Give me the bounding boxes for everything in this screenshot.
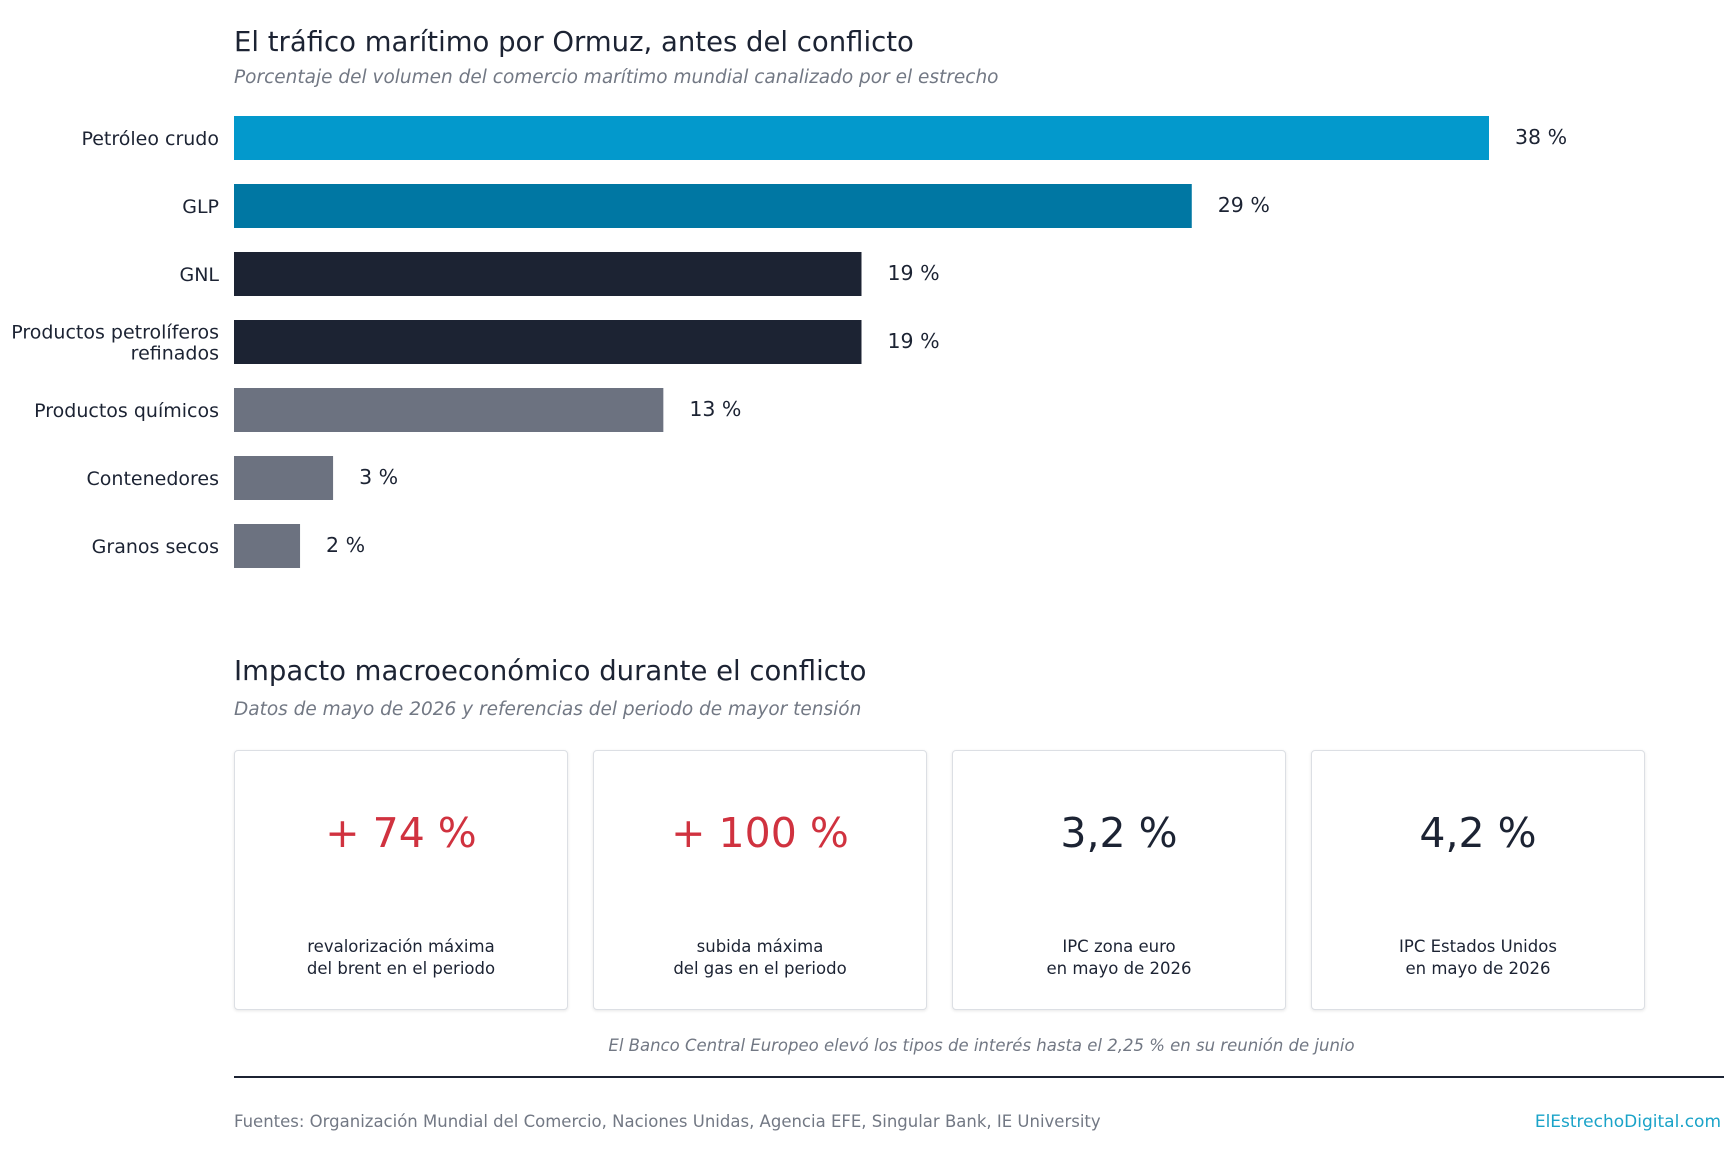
stat-card-ipc-usa: 4,2 % IPC Estados Unidos en mayo de 2026 xyxy=(1311,750,1645,1010)
category-label: GLP xyxy=(182,196,219,218)
bar-2 xyxy=(234,252,862,296)
category-label: Productos químicos xyxy=(34,400,219,422)
brand-link[interactable]: ElEstrechoDigital.com xyxy=(1534,1112,1721,1132)
stat-description-brent: revalorización máxima del brent en el pe… xyxy=(235,936,567,980)
stat-description-line: IPC zona euro xyxy=(1062,937,1176,956)
stat-value-ipc-usa: 4,2 % xyxy=(1419,809,1537,857)
stat-card-gas: + 100 % subida máxima del gas en el peri… xyxy=(593,750,927,1010)
stat-card-ipc-euro: 3,2 % IPC zona euro en mayo de 2026 xyxy=(952,750,1286,1010)
value-label: 13 % xyxy=(689,397,741,421)
macro-section-title: Impacto macroeconómico durante el confli… xyxy=(234,655,867,687)
bar-3 xyxy=(234,320,862,364)
bar-0 xyxy=(234,116,1489,160)
stat-value-ipc-euro: 3,2 % xyxy=(1060,809,1178,857)
chart-subtitle: Porcentaje del volumen del comercio marí… xyxy=(234,67,999,88)
value-label: 19 % xyxy=(888,329,940,353)
bar-1 xyxy=(234,184,1192,228)
value-label: 29 % xyxy=(1218,193,1270,217)
macro-section-subtitle: Datos de mayo de 2026 y referencias del … xyxy=(234,699,862,720)
footer-divider xyxy=(234,1076,1724,1078)
category-label: GNL xyxy=(179,264,219,286)
category-label: Petróleo crudo xyxy=(81,128,219,150)
value-label: 19 % xyxy=(888,261,940,285)
stat-description-line: subida máxima xyxy=(696,937,824,956)
stat-description-line: en mayo de 2026 xyxy=(1405,959,1551,978)
stat-description-line: del gas en el periodo xyxy=(673,959,847,978)
category-label: Contenedores xyxy=(87,468,219,490)
bar-5 xyxy=(234,456,334,500)
bar-4 xyxy=(234,388,664,432)
stat-description-gas: subida máxima del gas en el periodo xyxy=(594,936,926,980)
category-label: Productos petrolíferos refinados xyxy=(11,322,219,365)
value-label: 3 % xyxy=(359,465,398,489)
ecb-note: El Banco Central Europeo elevó los tipos… xyxy=(608,1036,1355,1055)
sources-text: Fuentes: Organización Mundial del Comerc… xyxy=(234,1112,1101,1131)
stat-value-brent: + 74 % xyxy=(325,809,477,857)
stat-description-line: del brent en el periodo xyxy=(306,959,496,978)
value-label: 2 % xyxy=(326,533,365,557)
bar-6 xyxy=(234,524,301,568)
category-label: Granos secos xyxy=(92,536,219,558)
bar-chart: Petróleo crudo 38 % GLP 29 % GNL 19 % Producto… xyxy=(11,116,1567,568)
value-label: 38 % xyxy=(1515,125,1567,149)
chart-title: El tráfico marítimo por Ormuz, antes del… xyxy=(234,26,914,58)
stat-description-line: revalorización máxima xyxy=(307,937,495,956)
stat-description-ipc-usa: IPC Estados Unidos en mayo de 2026 xyxy=(1312,936,1644,980)
stat-description-ipc-euro: IPC zona euro en mayo de 2026 xyxy=(953,936,1285,980)
stat-value-gas: + 100 % xyxy=(671,809,849,857)
stat-card-brent: + 74 % revalorización máxima del brent e… xyxy=(234,750,568,1010)
stat-description-line: en mayo de 2026 xyxy=(1046,959,1192,978)
stat-description-line: IPC Estados Unidos xyxy=(1399,937,1557,956)
